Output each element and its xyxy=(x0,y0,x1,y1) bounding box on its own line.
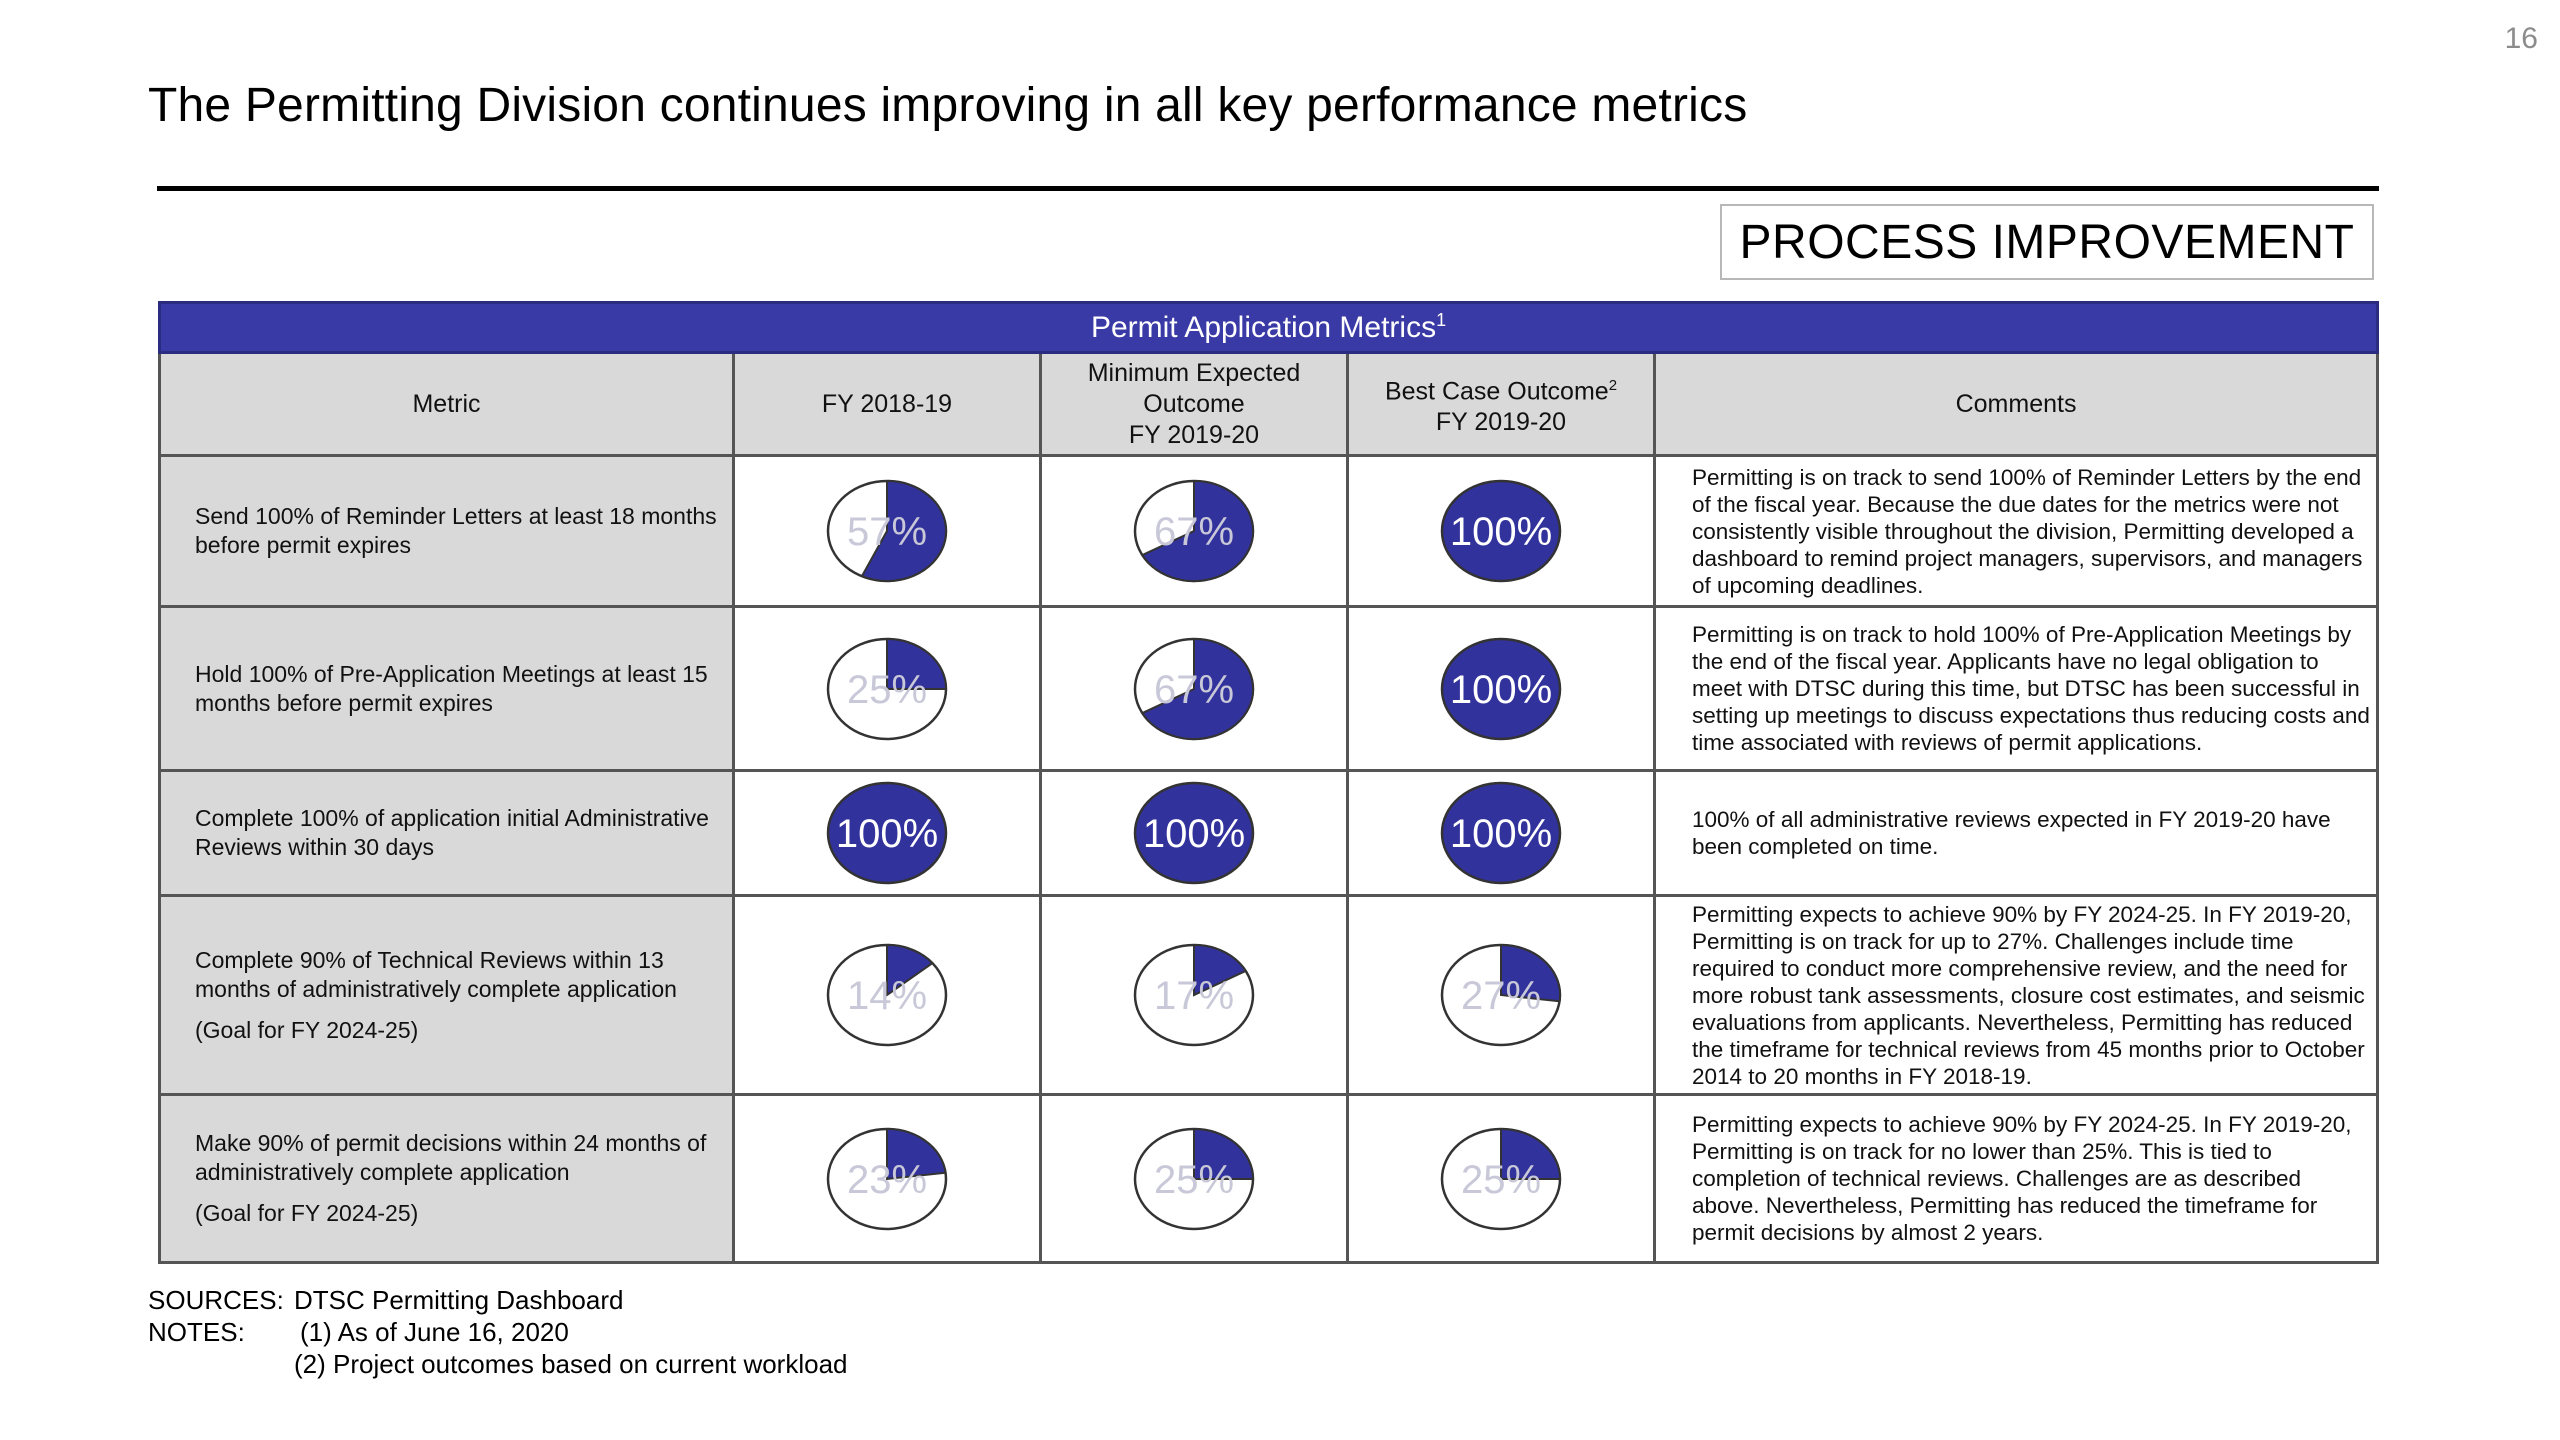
note-2: (2) Project outcomes based on current wo… xyxy=(294,1349,848,1379)
header-best-case: Best Case Outcome2 FY 2019-20 xyxy=(1346,351,1656,457)
pie-chart: 67% xyxy=(1133,479,1255,583)
best-case-cell: 27% xyxy=(1346,894,1656,1096)
best-case-cell: 100% xyxy=(1346,454,1656,608)
pie-background xyxy=(1440,781,1562,885)
metric-goal: (Goal for FY 2024-25) xyxy=(195,1200,419,1226)
table-row: Make 90% of permit decisions within 24 m… xyxy=(158,1093,2380,1264)
pie-chart: 100% xyxy=(1440,479,1562,583)
metric-text: Make 90% of permit decisions within 24 m… xyxy=(158,1093,735,1264)
pie-chart: 23% xyxy=(826,1127,948,1230)
min-expected-cell: 17% xyxy=(1039,894,1349,1096)
pie-value-label: 27% xyxy=(1461,974,1541,1018)
pie-value-label: 57% xyxy=(847,510,927,554)
slide-title: The Permitting Division continues improv… xyxy=(148,79,1748,132)
pie-slice xyxy=(1193,1127,1255,1180)
min-expected-cell: 25% xyxy=(1039,1093,1349,1264)
sources-text: DTSC Permitting Dashboard xyxy=(294,1285,624,1315)
pie-chart: 100% xyxy=(826,781,948,885)
fy2018-19-cell: 57% xyxy=(732,454,1042,608)
footer-notes: SOURCES: DTSC Permitting Dashboard NOTES:… xyxy=(148,1284,848,1380)
table-row: Complete 100% of application initial Adm… xyxy=(158,769,2380,897)
section-badge: PROCESS IMPROVEMENT xyxy=(1720,204,2374,280)
table-row: Hold 100% of Pre-Application Meetings at… xyxy=(158,605,2380,772)
best-case-cell: 25% xyxy=(1346,1093,1656,1264)
header-fy2018-19: FY 2018-19 xyxy=(732,351,1042,457)
pie-chart: 100% xyxy=(1440,637,1562,740)
sources-label: SOURCES: xyxy=(148,1285,284,1315)
pie-value-label: 23% xyxy=(847,1158,927,1202)
permit-metrics-table: Permit Application Metrics1 Metric FY 20… xyxy=(157,301,2380,1264)
pie-chart: 14% xyxy=(826,943,948,1047)
table-caption-row: Permit Application Metrics1 xyxy=(157,301,2380,354)
comment-text: Permitting expects to achieve 90% by FY … xyxy=(1652,894,2380,1096)
pie-background xyxy=(1440,637,1562,740)
fy2018-19-cell: 100% xyxy=(732,769,1042,897)
caption-footnote-marker: 1 xyxy=(1436,310,1447,330)
pie-value-label: 100% xyxy=(1450,812,1552,856)
pie-background xyxy=(1133,781,1255,885)
metric-text: Hold 100% of Pre-Application Meetings at… xyxy=(158,605,735,772)
header-min-expected: Minimum Expected Outcome FY 2019-20 xyxy=(1039,351,1349,457)
comment-text: Permitting is on track to send 100% of R… xyxy=(1652,454,2380,608)
metric-text: Send 100% of Reminder Letters at least 1… xyxy=(158,454,735,608)
pie-value-label: 25% xyxy=(1154,1158,1234,1202)
pie-chart: 25% xyxy=(826,637,948,740)
min-expected-cell: 100% xyxy=(1039,769,1349,897)
pie-slice xyxy=(1140,479,1254,582)
pie-background xyxy=(826,781,948,885)
comment-text: Permitting expects to achieve 90% by FY … xyxy=(1652,1093,2380,1264)
table-caption: Permit Application Metrics1 xyxy=(157,301,2380,354)
pie-slice xyxy=(886,637,948,690)
table-header-row: Metric FY 2018-19 Minimum Expected Outco… xyxy=(158,351,2380,457)
pie-chart: 100% xyxy=(1440,781,1562,885)
pie-value-label: 14% xyxy=(847,974,927,1018)
metric-goal: (Goal for FY 2024-25) xyxy=(195,1016,419,1043)
best-case-cell: 100% xyxy=(1346,605,1656,772)
pie-chart: 67% xyxy=(1133,637,1255,740)
pie-slice xyxy=(1193,943,1248,997)
fy2018-19-cell: 14% xyxy=(732,894,1042,1096)
comment-text: Permitting is on track to hold 100% of P… xyxy=(1652,605,2380,772)
pie-slice xyxy=(886,1127,947,1180)
header-comments: Comments xyxy=(1652,351,2380,457)
pie-slice xyxy=(1500,1127,1562,1180)
pie-value-label: 67% xyxy=(1154,668,1234,712)
pie-value-label: 25% xyxy=(1461,1158,1541,1202)
pie-chart: 57% xyxy=(826,479,948,583)
comment-text: 100% of all administrative reviews expec… xyxy=(1652,769,2380,897)
pie-chart: 25% xyxy=(1440,1127,1562,1230)
header-metric: Metric xyxy=(158,351,735,457)
pie-background xyxy=(1440,479,1562,583)
pie-value-label: 100% xyxy=(1450,510,1552,554)
pie-chart: 17% xyxy=(1133,943,1255,1047)
note-1: (1) As of June 16, 2020 xyxy=(300,1317,569,1347)
pie-chart: 27% xyxy=(1440,943,1562,1047)
notes-label: NOTES: xyxy=(148,1317,245,1347)
pie-value-label: 17% xyxy=(1154,974,1234,1018)
pie-slice xyxy=(886,943,934,997)
pie-value-label: 100% xyxy=(1450,668,1552,712)
pie-value-label: 100% xyxy=(836,812,938,856)
table-row: Complete 90% of Technical Reviews within… xyxy=(158,894,2380,1096)
min-expected-cell: 67% xyxy=(1039,605,1349,772)
pie-slice xyxy=(1500,943,1561,1003)
min-expected-cell: 67% xyxy=(1039,454,1349,608)
metric-text: Complete 100% of application initial Adm… xyxy=(158,769,735,897)
best-case-cell: 100% xyxy=(1346,769,1656,897)
pie-chart: 25% xyxy=(1133,1127,1255,1230)
pie-value-label: 67% xyxy=(1154,510,1234,554)
fy2018-19-cell: 25% xyxy=(732,605,1042,772)
pie-slice xyxy=(860,479,947,582)
pie-chart: 100% xyxy=(1133,781,1255,885)
metric-text: Complete 90% of Technical Reviews within… xyxy=(158,894,735,1096)
pie-value-label: 25% xyxy=(847,668,927,712)
table-row: Send 100% of Reminder Letters at least 1… xyxy=(158,454,2380,608)
fy2018-19-cell: 23% xyxy=(732,1093,1042,1264)
pie-value-label: 100% xyxy=(1143,812,1245,856)
pie-slice xyxy=(1140,637,1254,740)
title-divider xyxy=(157,186,2379,191)
page-number: 16 xyxy=(2504,22,2538,55)
